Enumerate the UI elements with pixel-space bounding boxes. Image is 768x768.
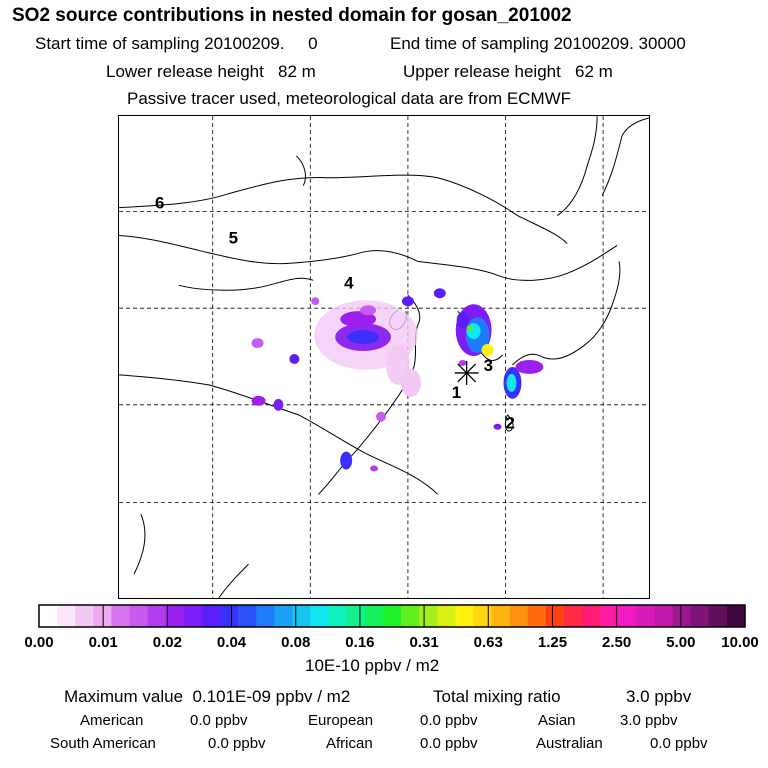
colorbar-cell bbox=[165, 605, 185, 627]
sampling-start-time: Start time of sampling 20100209. 0 bbox=[35, 34, 318, 53]
colorbar-cell bbox=[672, 605, 691, 627]
region-american-value: 0.0 ppbv bbox=[190, 712, 248, 729]
colorbar-tick-label: 0.01 bbox=[88, 634, 118, 651]
tracer-note: Passive tracer used, meteorological data… bbox=[127, 89, 572, 108]
colorbar-cell bbox=[527, 605, 547, 627]
region-label-4: 4 bbox=[344, 273, 354, 292]
colorbar-cell bbox=[57, 605, 76, 627]
total-mixing-label: Total mixing ratio bbox=[433, 687, 561, 706]
colorbar-cell bbox=[129, 605, 148, 627]
colorbar-cell bbox=[328, 605, 348, 627]
region-label-3: 3 bbox=[484, 356, 493, 375]
figure-title: SO2 source contributions in nested domai… bbox=[12, 5, 572, 26]
colorbar-cell bbox=[382, 605, 402, 627]
colorbar-cell bbox=[690, 605, 710, 627]
colorbar-cell bbox=[455, 605, 474, 627]
upper-release-height: Upper release height 62 m bbox=[403, 62, 613, 81]
colorbar-cell bbox=[600, 605, 619, 627]
colorbar-tick-label: 0.02 bbox=[152, 634, 182, 651]
colorbar-cell bbox=[183, 605, 203, 627]
region-european-label: European bbox=[308, 712, 374, 729]
colorbar-cell bbox=[708, 605, 728, 627]
colorbar-cell bbox=[364, 605, 384, 627]
maximum-value: Maximum value 0.101E-09 ppbv / m2 bbox=[64, 687, 351, 706]
lower-release-height: Lower release height 82 m bbox=[106, 62, 316, 81]
colorbar-tick-label: 0.00 bbox=[24, 634, 54, 651]
colorbar-cell bbox=[93, 605, 112, 627]
colorbar-cell bbox=[654, 605, 673, 627]
colorbar-tick-label: 2.50 bbox=[602, 634, 632, 651]
sampling-end-time: End time of sampling 20100209. 30000 bbox=[390, 34, 686, 53]
colorbar-tick-label: 0.31 bbox=[409, 634, 439, 651]
region-european-value: 0.0 ppbv bbox=[420, 712, 478, 729]
colorbar-cell bbox=[437, 605, 456, 627]
region-asian-value: 3.0 ppbv bbox=[620, 712, 678, 729]
coastlines bbox=[119, 116, 649, 598]
region-australian-value: 0.0 ppbv bbox=[650, 735, 708, 752]
region-american-label: American bbox=[80, 712, 144, 729]
colorbar-tick-label: 5.00 bbox=[666, 634, 696, 651]
colorbar-tick-label: 0.08 bbox=[281, 634, 311, 651]
region-african-value: 0.0 ppbv bbox=[420, 735, 478, 752]
colorbar-cell bbox=[401, 605, 420, 627]
colorbar-tick-label: 1.25 bbox=[537, 634, 568, 651]
colorbar-cell bbox=[75, 605, 94, 627]
region-african-label: African bbox=[326, 735, 373, 752]
colorbar-tick-label: 0.63 bbox=[473, 634, 503, 651]
concentration-patches bbox=[251, 288, 544, 472]
colorbar-cell bbox=[39, 605, 58, 627]
region-label-2: 2 bbox=[505, 414, 514, 433]
region-south-american-label: South American bbox=[50, 735, 156, 752]
map-panel: 1 2 3 4 5 6 bbox=[118, 115, 650, 599]
colorbar-cell bbox=[201, 605, 221, 627]
region-south-american-value: 0.0 ppbv bbox=[208, 735, 266, 752]
region-label-5: 5 bbox=[229, 228, 238, 247]
colorbar-cell bbox=[147, 605, 167, 627]
colorbar-cell bbox=[545, 605, 565, 627]
colorbar-cell bbox=[274, 605, 293, 627]
colorbar-cell bbox=[636, 605, 655, 627]
colorbar-cell bbox=[238, 605, 257, 627]
colorbar-frame bbox=[38, 604, 746, 628]
colorbar-cell bbox=[563, 605, 583, 627]
total-mixing-value: 3.0 ppbv bbox=[626, 687, 692, 706]
colorbar-cell bbox=[256, 605, 275, 627]
colorbar-cell bbox=[582, 605, 601, 627]
colorbar-cell bbox=[111, 605, 130, 627]
colorbar-cell bbox=[509, 605, 529, 627]
colorbar-cell bbox=[726, 605, 746, 627]
region-asian-label: Asian bbox=[538, 712, 576, 729]
region-label-6: 6 bbox=[155, 194, 164, 213]
region-australian-label: Australian bbox=[536, 735, 603, 752]
receptor-star-icon bbox=[454, 360, 479, 385]
colorbar-cell bbox=[292, 605, 311, 627]
colorbar-tick-label: 0.04 bbox=[216, 634, 247, 651]
colorbar-cell bbox=[220, 605, 239, 627]
colorbar-cell bbox=[473, 605, 492, 627]
colorbar-unit: 10E-10 ppbv / m2 bbox=[305, 656, 440, 675]
region-label-1: 1 bbox=[452, 383, 461, 402]
colorbar-tick-label: 0.16 bbox=[345, 634, 375, 651]
colorbar-tick-label: 10.00 bbox=[721, 634, 759, 651]
colorbar-cell bbox=[346, 605, 366, 627]
colorbar-cell bbox=[310, 605, 329, 627]
colorbar bbox=[38, 604, 746, 628]
colorbar-cell bbox=[618, 605, 637, 627]
colorbar-cell bbox=[491, 605, 510, 627]
colorbar-cell bbox=[419, 605, 438, 627]
